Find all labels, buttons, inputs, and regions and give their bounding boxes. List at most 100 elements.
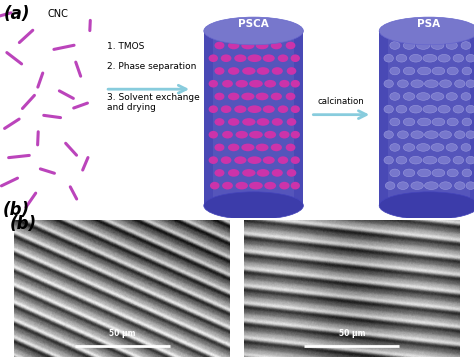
Ellipse shape [286,93,295,100]
Text: calcination: calcination [318,96,365,106]
Ellipse shape [453,106,464,113]
Ellipse shape [214,41,225,49]
Ellipse shape [236,182,248,189]
Ellipse shape [425,182,438,189]
Ellipse shape [209,80,218,88]
Ellipse shape [390,41,400,49]
Ellipse shape [222,131,233,138]
Ellipse shape [228,93,239,100]
Ellipse shape [263,106,275,113]
Ellipse shape [466,106,474,113]
Ellipse shape [241,143,255,151]
Ellipse shape [241,93,255,100]
Ellipse shape [271,93,282,100]
Ellipse shape [255,93,269,100]
Ellipse shape [272,118,283,126]
Ellipse shape [385,182,395,189]
Ellipse shape [432,169,445,177]
Ellipse shape [425,80,438,88]
Ellipse shape [228,118,239,126]
Ellipse shape [396,106,407,113]
Text: 1. TMOS: 1. TMOS [107,42,144,51]
Text: PSCA: PSCA [238,19,269,29]
Ellipse shape [279,80,290,88]
Ellipse shape [272,67,283,75]
Ellipse shape [462,169,472,177]
Ellipse shape [257,169,269,177]
Ellipse shape [410,106,422,113]
Ellipse shape [423,54,437,62]
Ellipse shape [438,157,450,164]
Ellipse shape [461,143,471,151]
Ellipse shape [204,192,303,219]
Ellipse shape [264,80,276,88]
Polygon shape [294,31,303,206]
Ellipse shape [418,169,431,177]
Ellipse shape [249,80,263,88]
Ellipse shape [286,143,295,151]
Ellipse shape [247,54,262,62]
Ellipse shape [461,41,471,49]
Ellipse shape [222,182,233,189]
Ellipse shape [214,118,225,126]
Ellipse shape [439,131,452,138]
Ellipse shape [425,131,438,138]
Ellipse shape [418,67,431,75]
Ellipse shape [453,157,464,164]
Ellipse shape [228,67,239,75]
Text: (a): (a) [4,5,30,23]
Ellipse shape [291,182,300,189]
Ellipse shape [446,93,457,100]
Ellipse shape [418,118,431,126]
Ellipse shape [439,80,452,88]
Text: 3. Solvent exchange
and drying: 3. Solvent exchange and drying [107,93,200,112]
Ellipse shape [455,80,465,88]
Text: (b): (b) [9,215,36,233]
Ellipse shape [209,131,218,138]
Text: CNC: CNC [47,9,68,19]
Text: (b): (b) [3,201,30,219]
Ellipse shape [390,93,400,100]
Ellipse shape [242,169,255,177]
Ellipse shape [403,143,415,151]
Ellipse shape [417,143,430,151]
Ellipse shape [249,182,263,189]
Ellipse shape [423,157,437,164]
Ellipse shape [255,143,269,151]
Ellipse shape [384,157,393,164]
Ellipse shape [410,54,422,62]
Ellipse shape [278,54,288,62]
Ellipse shape [257,67,269,75]
Ellipse shape [279,182,290,189]
Ellipse shape [247,106,262,113]
Ellipse shape [403,93,415,100]
Polygon shape [379,31,388,206]
Ellipse shape [287,169,296,177]
Ellipse shape [209,106,218,113]
Ellipse shape [228,41,239,49]
Ellipse shape [390,118,400,126]
Ellipse shape [221,106,231,113]
Ellipse shape [447,67,458,75]
Ellipse shape [278,157,288,164]
Ellipse shape [417,93,430,100]
Ellipse shape [236,131,248,138]
Ellipse shape [242,118,255,126]
Ellipse shape [411,182,423,189]
Ellipse shape [447,118,458,126]
Ellipse shape [466,131,474,138]
Text: PSA: PSA [418,19,440,29]
Ellipse shape [264,182,276,189]
Ellipse shape [396,157,407,164]
Ellipse shape [390,67,400,75]
Ellipse shape [234,106,246,113]
Ellipse shape [423,106,437,113]
Ellipse shape [249,131,263,138]
Ellipse shape [247,157,262,164]
Ellipse shape [272,169,283,177]
Ellipse shape [390,169,400,177]
Ellipse shape [431,41,444,49]
Ellipse shape [390,143,400,151]
Ellipse shape [398,182,408,189]
Ellipse shape [214,67,225,75]
